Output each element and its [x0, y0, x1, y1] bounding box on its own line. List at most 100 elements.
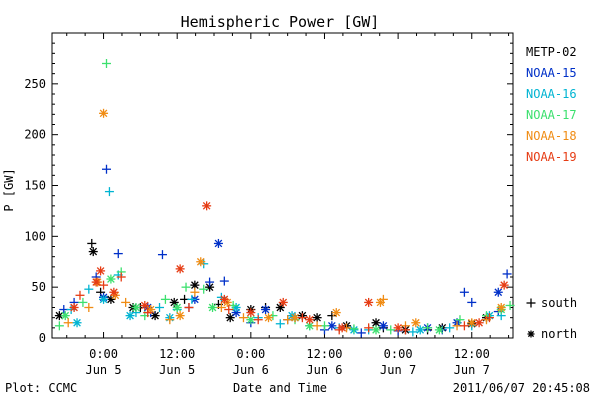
noaa-19-south-point	[364, 323, 374, 333]
noaa-17-south-point	[423, 323, 433, 333]
noaa-19-north-point	[499, 280, 509, 290]
noaa-18-south-point	[190, 287, 200, 297]
noaa-19-south-point	[297, 313, 307, 323]
chart-title: Hemispheric Power [GW]	[181, 13, 380, 31]
noaa-17-south-point	[160, 294, 170, 304]
noaa-15-south-point	[219, 276, 229, 286]
noaa-19-north-point	[175, 264, 185, 274]
x-tick-date-label: Jun 5	[85, 363, 121, 377]
noaa-15-south-point	[467, 297, 477, 307]
noaa-18-south-point	[283, 315, 293, 325]
y-tick-label: 50	[32, 280, 46, 294]
noaa-19-north-point	[96, 266, 106, 276]
footer-plot-credit: Plot: CCMC	[5, 381, 77, 395]
axis-ticks: 0 50 100 150 200 250 0:00 Jun 5 12:00 Jun 5 0:00 Ju…	[24, 33, 513, 377]
y-tick-label: 250	[24, 77, 46, 91]
noaa-16-south-point	[408, 327, 418, 337]
noaa-18-north-point	[411, 318, 421, 328]
noaa-19-south-point	[99, 280, 109, 290]
noaa-18-north-point	[264, 313, 274, 323]
noaa-15-north-point	[213, 238, 223, 248]
noaa-15-south-point	[113, 249, 123, 259]
legend-marker-label-south: south	[541, 296, 577, 310]
noaa-19-south-point	[75, 290, 85, 300]
x-tick-time-label: 12:00	[306, 347, 342, 361]
x-tick-date-label: Jun 5	[159, 363, 195, 377]
noaa-19-south-point	[143, 308, 153, 318]
noaa-19-north-point	[69, 303, 79, 312]
noaa-17-north-point	[60, 311, 70, 321]
noaa-15-north-point	[378, 321, 388, 331]
noaa-17-south-point	[54, 321, 64, 331]
noaa-19-north-point	[219, 294, 229, 304]
noaa-16-south-point	[445, 323, 455, 333]
noaa-17-north-point	[371, 325, 381, 335]
metp-02-south-point	[87, 238, 97, 248]
noaa-18-south-point	[84, 303, 94, 312]
x-tick-date-label: Jun 7	[380, 363, 416, 377]
x-tick-date-label: Jun 6	[233, 363, 269, 377]
y-axis-label: P [GW]	[2, 168, 16, 211]
noaa-19-south-point	[116, 272, 126, 282]
plot-frame	[51, 32, 514, 339]
x-tick-time-label: 0:00	[89, 347, 118, 361]
x-tick-time-label: 12:00	[159, 347, 195, 361]
noaa-19-north-point	[305, 315, 315, 325]
legend-entry-metp-02: METP-02	[526, 45, 577, 59]
noaa-16-south-point	[84, 284, 94, 294]
legend-entry-noaa-16: NOAA-16	[526, 87, 577, 101]
noaa-15-north-point	[493, 287, 503, 297]
noaa-17-south-point	[349, 324, 359, 334]
y-tick-label: 0	[39, 331, 46, 345]
noaa-18-north-point	[331, 308, 341, 318]
x-tick-time-label: 0:00	[236, 347, 265, 361]
noaa-19-north-point	[393, 323, 403, 333]
noaa-15-south-point	[502, 269, 512, 279]
legend-entry-noaa-17: NOAA-17	[526, 108, 577, 122]
noaa-17-south-point	[199, 284, 209, 294]
noaa-17-north-point	[131, 303, 141, 312]
noaa-19-north-point	[364, 297, 374, 307]
noaa-19-south-point	[184, 303, 194, 312]
metp-02-north-point	[88, 247, 98, 257]
noaa-19-south-point	[484, 313, 494, 323]
legend-marker-label-north: north	[541, 327, 577, 341]
noaa-18-south-point	[312, 321, 322, 331]
noaa-17-north-point	[172, 303, 182, 312]
noaa-19-south-point	[400, 325, 410, 335]
noaa-19-south-point	[459, 321, 469, 331]
noaa-15-south-point	[356, 328, 366, 338]
y-tick-label: 200	[24, 128, 46, 142]
noaa-18-north-point	[99, 108, 109, 118]
noaa-16-south-point	[275, 319, 285, 329]
noaa-15-south-point	[157, 250, 167, 260]
noaa-15-south-point	[101, 164, 111, 174]
legend-marker-north	[527, 330, 535, 338]
legend-entry-noaa-18: NOAA-18	[526, 129, 577, 143]
noaa-16-south-point	[155, 303, 165, 312]
noaa-17-south-point	[78, 297, 88, 307]
noaa-18-north-point	[175, 311, 185, 321]
noaa-17-south-point	[386, 325, 396, 335]
y-tick-label: 150	[24, 179, 46, 193]
x-tick-time-label: 0:00	[384, 347, 413, 361]
noaa-18-south-point	[165, 315, 175, 325]
x-tick-date-label: Jun 6	[306, 363, 342, 377]
noaa-17-south-point	[455, 315, 465, 325]
noaa-16-south-point	[104, 187, 114, 197]
noaa-19-north-point	[202, 201, 212, 211]
noaa-17-south-point	[505, 300, 515, 310]
noaa-18-south-point	[121, 297, 131, 307]
noaa-17-south-point	[101, 59, 111, 68]
noaa-19-north-point	[91, 277, 101, 287]
metp-02-north-point	[312, 313, 322, 323]
noaa-19-north-point	[246, 308, 256, 318]
noaa-16-north-point	[72, 318, 82, 328]
noaa-16-south-point	[187, 294, 197, 304]
legend-entry-noaa-15: NOAA-15	[526, 66, 577, 80]
noaa-19-north-point	[109, 287, 119, 297]
noaa-16-north-point	[415, 325, 425, 335]
noaa-18-north-point	[196, 257, 206, 267]
legend: METP-02 NOAA-15 NOAA-16 NOAA-17 NOAA-18 NOAA-…	[526, 45, 577, 341]
